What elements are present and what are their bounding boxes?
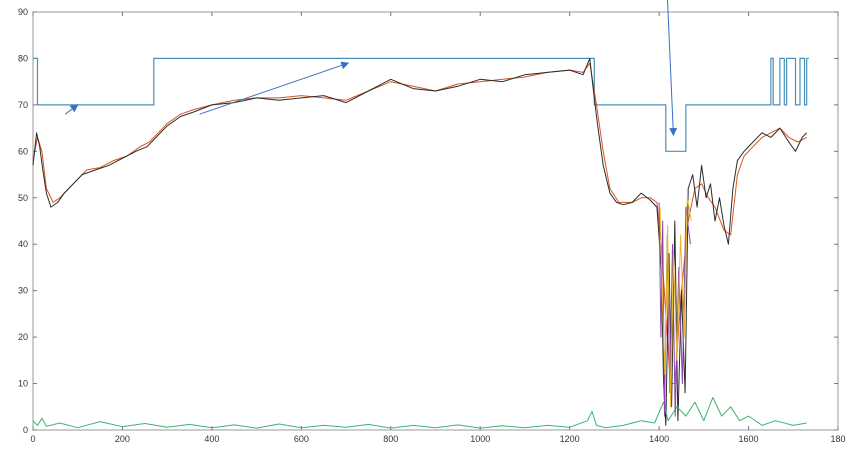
x-tick-label: 800 [383,434,398,444]
series-line-6 [659,197,692,408]
x-tick-label: 400 [204,434,219,444]
y-tick-label: 60 [18,146,28,156]
x-tick-label: 1400 [649,434,669,444]
callout-arrow-c1 [64,104,79,115]
y-tick-label: 80 [18,53,28,63]
series-line-3 [32,57,808,426]
y-tick-label: 0 [23,425,28,435]
y-tick-label: 50 [18,193,28,203]
callout-arrow-c2 [199,61,350,115]
x-tick-label: 200 [115,434,130,444]
plot-area [32,11,839,431]
series-line-4 [32,397,807,429]
series-line-5 [658,202,691,417]
x-tick-label: 180 [830,434,845,444]
x-tick-label: 0 [30,434,35,444]
y-tick-label: 40 [18,239,28,249]
y-tick-label: 20 [18,332,28,342]
series-line-1 [33,57,809,152]
x-tick-label: 600 [294,434,309,444]
y-tick-label: 10 [18,379,28,389]
y-tick-label: 70 [18,100,28,110]
y-tick-label: 30 [18,286,28,296]
y-tick-label: 90 [18,7,28,17]
x-tick-label: 1600 [739,434,759,444]
x-tick-label: 1000 [470,434,490,444]
x-tick-label: 1200 [560,434,580,444]
